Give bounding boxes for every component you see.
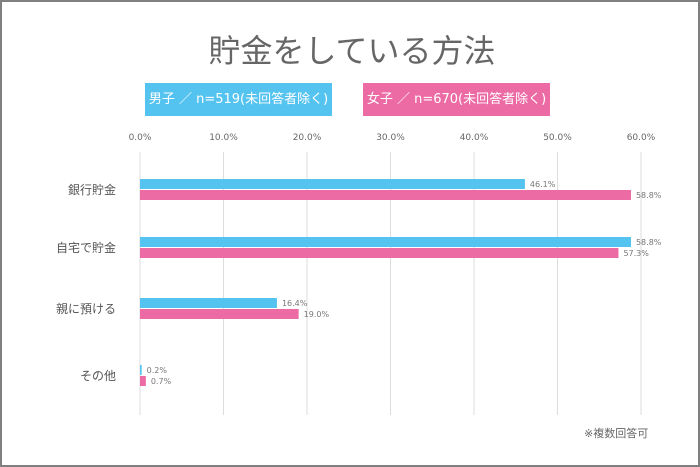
data-label: 0.2% <box>147 366 168 375</box>
x-tick-label: 20.0% <box>293 133 322 143</box>
data-label: 58.8% <box>636 238 662 247</box>
category-label: 銀行貯金 <box>68 182 116 197</box>
x-tick-label: 40.0% <box>460 133 489 143</box>
data-label: 58.8% <box>636 191 662 200</box>
bar-male <box>140 237 631 247</box>
data-label: 16.4% <box>282 299 308 308</box>
x-tick-label: 0.0% <box>129 133 152 143</box>
data-label: 57.3% <box>623 249 649 258</box>
x-tick-label: 10.0% <box>209 133 238 143</box>
bar-male <box>140 179 525 189</box>
bar-male <box>140 365 142 375</box>
bar-male <box>140 298 277 308</box>
category-label: 親に預ける <box>56 302 116 316</box>
x-tick-label: 60.0% <box>627 133 656 143</box>
bar-female <box>140 190 631 200</box>
category-label: 自宅で貯金 <box>56 240 116 255</box>
bar-female <box>140 248 619 258</box>
chart-title: 貯金をしている方法 <box>208 32 496 70</box>
footnote: ※複数回答可 <box>584 427 649 440</box>
bar-female <box>140 309 299 319</box>
category-label: その他 <box>80 369 116 383</box>
x-tick-label: 50.0% <box>543 133 572 143</box>
legend-female: 女子 ／ n=670(未回答者除く) <box>363 83 550 116</box>
data-label: 0.7% <box>151 377 172 386</box>
data-label: 46.1% <box>530 180 556 189</box>
legend-male: 男子 ／ n=519(未回答者除く) <box>145 83 332 116</box>
bar-female <box>140 376 146 386</box>
x-tick-label: 30.0% <box>376 133 405 143</box>
data-label: 19.0% <box>304 310 330 319</box>
